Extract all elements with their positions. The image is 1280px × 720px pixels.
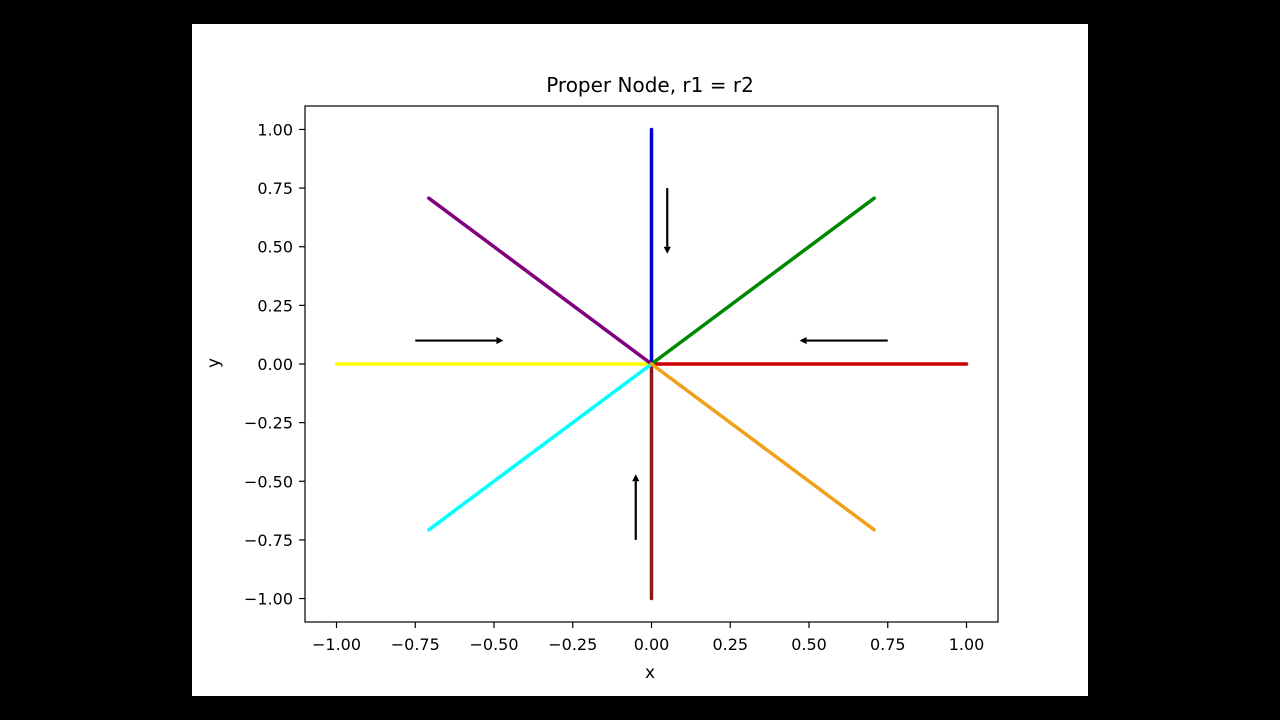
y-tick-label-5: −0.25 [244,414,293,433]
x-tick-label-3: −0.25 [548,635,597,654]
series-line-5 [427,196,654,366]
series-line-6 [427,362,654,532]
y-tick-label-8: −1.00 [244,590,293,609]
x-tick-label-6: 0.50 [791,635,827,654]
x-tick-label-0: −1.00 [312,635,361,654]
direction-arrow-0 [663,188,671,254]
y-tick-label-6: −0.50 [244,472,293,491]
x-tick-label-5: 0.25 [712,635,748,654]
x-tick-label-4: 0.00 [634,635,670,654]
tick-layer: −1.00 −0.75 −0.50 −0.25 0.00 0.25 0.50 0.75 1.00… [244,120,984,654]
axes-frame [304,105,999,623]
x-tick-label-7: 0.75 [870,635,906,654]
series-layer [334,127,969,601]
y-tick-label-0: 1.00 [257,120,293,139]
x-tick-label-1: −0.75 [391,635,440,654]
y-tick-label-4: 0.00 [257,355,293,374]
x-tick-label-2: −0.50 [469,635,518,654]
direction-arrow-1 [415,336,504,345]
series-line-4 [649,196,876,366]
y-axis-label: y [204,358,224,368]
arrow-layer [415,188,888,540]
y-tick-label-7: −0.75 [244,531,293,550]
y-tick-label-1: 0.75 [257,179,293,198]
y-tick-label-2: 0.50 [257,238,293,257]
y-tick-label-3: 0.25 [257,296,293,315]
chart-figure: Proper Node, r1 = r2 x y −1.00 −0.75 −0.50… [192,24,1088,696]
chart-title: Proper Node, r1 = r2 [546,73,754,97]
series-line-7 [649,362,876,532]
x-axis-label: x [645,663,655,683]
direction-arrow-3 [632,474,640,540]
direction-arrow-2 [799,336,888,345]
chart-plot: Proper Node, r1 = r2 x y −1.00 −0.75 −0.50… [204,73,999,683]
x-tick-label-8: 1.00 [949,635,985,654]
